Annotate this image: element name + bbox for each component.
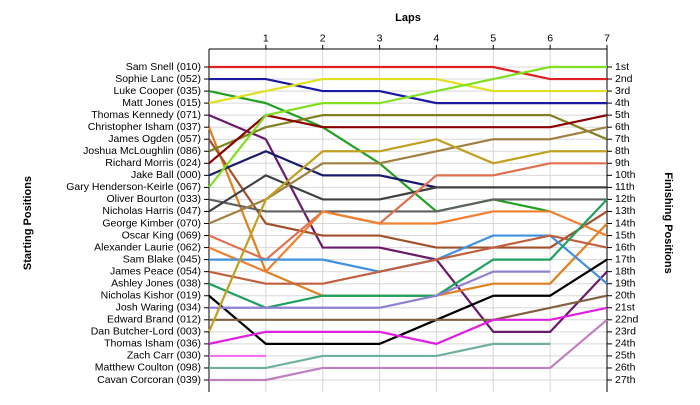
x-tick-label: 4 [434,33,440,45]
x-tick-label: 3 [377,33,383,45]
y2-tick-label: 21st [615,302,635,314]
y2-tick-label: 26th [615,362,636,374]
lap-line [208,126,608,225]
y-tick-label: Sam Snell (010) [126,61,201,73]
y2-tick-label: 8th [615,145,630,157]
y2-tick-label: 7th [615,133,630,145]
y-tick-label: Joshua McLoughlin (086) [83,145,201,157]
y-tick-label: Richard Morris (024) [105,157,201,169]
y2-tick-label: 14th [615,217,636,229]
y-tick-label: Sophie Lanc (052) [115,73,201,85]
y-tick-label: Sam Blake (045) [123,253,201,265]
y-tick-label: Alexander Laurie (062) [94,241,201,253]
lap-line [208,306,608,345]
y2-tick-label: 16th [615,241,636,253]
y-tick-label: James Peace (054) [110,265,201,277]
lap-line [208,162,607,261]
lap-line [208,138,608,249]
y2-axis-title: Finishing Positions [662,172,674,273]
y-tick-label: George Kimber (070) [102,217,201,229]
x-tick-label: 1 [263,33,269,45]
y-tick-label: Nicholas Kishor (019) [101,290,201,302]
lap-line [208,114,608,153]
x-tick-label: 6 [547,33,553,45]
y-tick-label: Thomas Kennedy (071) [91,109,201,121]
y2-tick-label: 9th [615,157,630,169]
y-tick-label: Matt Jones (015) [122,97,201,109]
y-tick-label: Jake Ball (000) [131,169,201,181]
lap-line [208,114,608,333]
lap-line [208,258,608,345]
y2-tick-label: 19th [615,277,636,289]
y-tick-label: Luke Cooper (035) [113,85,201,97]
y2-tick-label: 6th [615,121,630,133]
y-tick-label: Thomas Isham (036) [104,338,201,350]
lap-line [208,65,607,189]
lap-line [209,294,608,321]
y-tick-label: Christopher Isham (037) [88,121,201,133]
y-tick-label: Edward Brand (012) [107,314,201,326]
lap-line [208,174,607,213]
lap-line [208,198,608,309]
y2-tick-label: 20th [615,290,636,302]
y2-tick-label: 25th [615,350,636,362]
y2-tick-label: 1st [615,61,629,73]
y2-tick-label: 17th [615,253,636,265]
lap-line [209,270,551,309]
y2-tick-label: 24th [615,338,636,350]
y-tick-label: Zach Carr (030) [127,350,201,362]
lap-line [208,198,607,213]
lap-line [208,77,607,105]
y-tick-label: James Ogden (057) [108,133,201,145]
lap-line [208,114,608,165]
y2-tick-label: 15th [615,229,636,241]
x-tick-label: 5 [490,33,496,45]
y-tick-label: Oliver Bourton (033) [106,193,201,205]
y-tick-label: Ashley Jones (038) [111,277,201,289]
y2-tick-label: 27th [615,374,636,386]
lap-line [209,342,551,370]
y2-tick-label: 23rd [615,326,636,338]
y-tick-label: Gary Henderson-Keirle (067) [66,181,201,193]
y2-tick-label: 22nd [615,314,639,326]
y2-tick-label: 4th [615,97,630,109]
y-tick-label: Cavan Corcoran (039) [97,374,201,386]
y2-tick-label: 13th [615,205,636,217]
lap-line [209,65,607,81]
y-tick-label: Oscar King (069) [122,229,201,241]
x-tick-label: 2 [320,33,326,45]
y2-tick-label: 2nd [615,73,633,85]
x-tick-label: 7 [604,33,610,45]
lap-line [208,150,437,189]
y-tick-label: Matthew Coulton (098) [95,362,201,374]
y2-tick-label: 11th [615,181,635,193]
y-tick-label: Nicholas Harris (047) [102,205,201,217]
lap-line [208,210,608,273]
y2-tick-label: 12th [615,193,636,205]
y-axis-title: Starting Positions [22,176,34,270]
y-tick-label: Dan Butcher-Lord (003) [91,326,201,338]
lap-line [207,138,607,333]
y2-tick-label: 3rd [615,85,630,97]
y-tick-label: Josh Waring (034) [116,302,201,314]
y2-tick-label: 10th [615,169,636,181]
chart-title: Laps [395,12,421,24]
lap-line [209,318,608,382]
lap-line [208,234,608,285]
y2-tick-label: 5th [615,109,630,121]
y2-tick-label: 18th [615,265,636,277]
